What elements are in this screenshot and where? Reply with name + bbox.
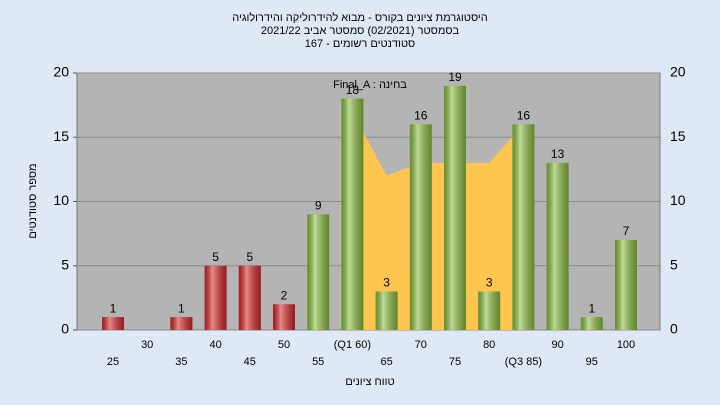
x-tick-label: (Q1 60) [334, 339, 371, 351]
x-tick-label: 90 [551, 339, 563, 351]
x-axis-label: טווח ציונים [345, 376, 394, 388]
x-tick-label: 35 [175, 356, 187, 368]
title-line: סטודנטים רשומים - 167 [305, 38, 416, 50]
x-tick-label: 65 [380, 356, 392, 368]
x-tick-label: 25 [107, 356, 119, 368]
x-tick-label: 70 [415, 339, 427, 351]
bar-shine [478, 291, 501, 330]
bar-shine [444, 85, 466, 330]
y2-tick-label: 10 [670, 192, 686, 208]
y-tick-label: 5 [61, 256, 69, 272]
bar-shine [273, 304, 295, 330]
value-label: 1 [178, 301, 185, 315]
bar-shine [546, 162, 569, 330]
bar-shine [341, 98, 364, 330]
x-tick-label: 30 [141, 339, 153, 351]
value-label: 18 [346, 83, 360, 97]
value-label: 3 [486, 276, 493, 290]
value-label: 5 [212, 250, 219, 264]
value-label: 3 [383, 276, 390, 290]
y-tick-label: 15 [53, 128, 69, 144]
bar-shine [170, 317, 193, 330]
bar-shine [580, 317, 603, 330]
y2-tick-label: 0 [670, 321, 678, 337]
bar-shine [512, 124, 535, 331]
bar-shine [238, 265, 261, 330]
value-label: 1 [588, 301, 595, 315]
value-label: 2 [281, 288, 288, 302]
y2-tick-label: 20 [670, 64, 686, 80]
x-tick-label: 50 [278, 339, 290, 351]
x-tick-label: 40 [209, 339, 221, 351]
bar-shine [409, 124, 432, 331]
x-tick-label: 95 [586, 356, 598, 368]
x-tick-label: 55 [312, 356, 324, 368]
y2-tick-label: 15 [670, 128, 686, 144]
bar-shine [102, 317, 124, 330]
value-label: 16 [517, 109, 531, 123]
value-label: 7 [623, 224, 630, 238]
title-line: בסמסטר (02/2021) סמסטר אביב 2021/22 [261, 25, 460, 37]
bar-shine [375, 291, 398, 330]
y2-tick-label: 5 [670, 256, 678, 272]
x-tick-label: 80 [483, 339, 495, 351]
value-label: 1 [110, 301, 117, 315]
title-line: היסטוגרמת ציונים בקורס - מבוא להידרוליקה… [232, 11, 488, 24]
value-label: 16 [414, 109, 428, 123]
value-label: 5 [246, 250, 253, 264]
x-tick-label: (Q3 85) [505, 356, 542, 368]
value-label: 19 [448, 70, 462, 84]
value-label: 13 [551, 147, 565, 161]
bar-shine [204, 265, 227, 330]
x-tick-label: 45 [244, 356, 256, 368]
y-axis-label: מספר סטודנטים [27, 163, 39, 238]
y-tick-label: 10 [53, 192, 69, 208]
y-tick-label: 20 [53, 64, 69, 80]
bar-shine [615, 240, 637, 330]
x-tick-label: 100 [617, 339, 635, 351]
area [352, 111, 524, 330]
annotation: Final_A : בחינה [333, 79, 407, 91]
y-tick-label: 0 [61, 321, 69, 337]
x-tick-label: 75 [449, 356, 461, 368]
value-label: 9 [315, 199, 322, 213]
bar-shine [307, 214, 330, 330]
